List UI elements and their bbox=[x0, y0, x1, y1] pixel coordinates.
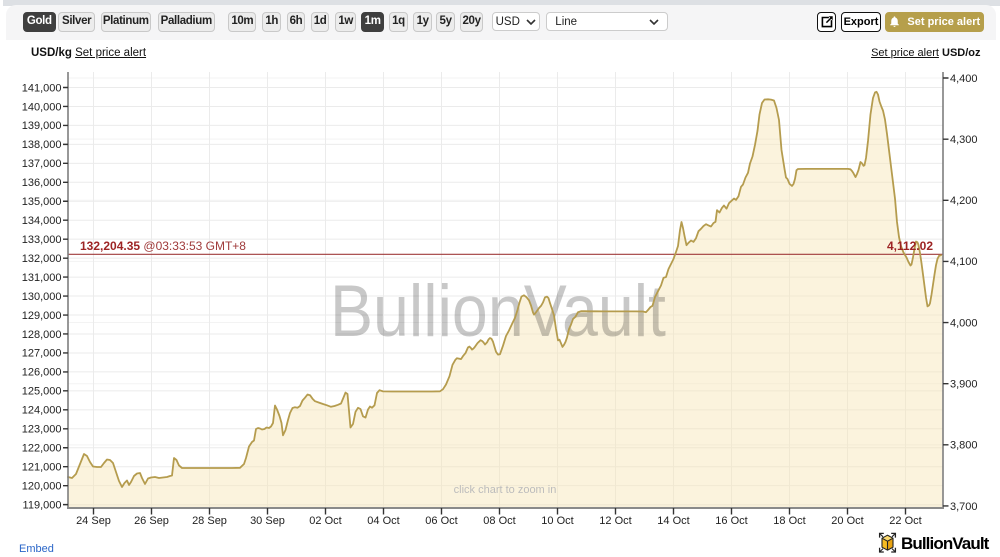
svg-text:123,000: 123,000 bbox=[22, 424, 62, 436]
svg-text:132,204.35 @03:33:53 GMT+8: 132,204.35 @03:33:53 GMT+8 bbox=[80, 239, 246, 253]
svg-text:128,000: 128,000 bbox=[22, 329, 62, 341]
svg-text:30 Sep: 30 Sep bbox=[250, 515, 285, 527]
svg-text:127,000: 127,000 bbox=[22, 348, 62, 360]
svg-text:02 Oct: 02 Oct bbox=[309, 515, 341, 527]
svg-text:22 Oct: 22 Oct bbox=[889, 515, 921, 527]
svg-text:14 Oct: 14 Oct bbox=[657, 515, 689, 527]
svg-text:138,000: 138,000 bbox=[22, 139, 62, 151]
svg-text:129,000: 129,000 bbox=[22, 310, 62, 322]
svg-text:119,000: 119,000 bbox=[23, 499, 62, 511]
svg-text:133,000: 133,000 bbox=[22, 234, 62, 246]
svg-text:4,000: 4,000 bbox=[950, 317, 978, 329]
svg-text:4,100: 4,100 bbox=[950, 256, 978, 268]
svg-text:126,000: 126,000 bbox=[22, 367, 62, 379]
svg-text:click chart to zoom in: click chart to zoom in bbox=[454, 484, 557, 496]
svg-text:3,800: 3,800 bbox=[950, 440, 978, 452]
svg-text:122,000: 122,000 bbox=[22, 443, 62, 455]
svg-text:131,000: 131,000 bbox=[22, 272, 62, 284]
svg-text:26 Sep: 26 Sep bbox=[134, 515, 169, 527]
svg-text:130,000: 130,000 bbox=[22, 291, 62, 303]
svg-text:125,000: 125,000 bbox=[22, 386, 62, 398]
svg-text:120,000: 120,000 bbox=[22, 480, 62, 492]
svg-text:10 Oct: 10 Oct bbox=[541, 515, 573, 527]
svg-text:18 Oct: 18 Oct bbox=[773, 515, 805, 527]
svg-text:20 Oct: 20 Oct bbox=[831, 515, 863, 527]
svg-text:12 Oct: 12 Oct bbox=[599, 515, 631, 527]
svg-text:4,200: 4,200 bbox=[950, 195, 978, 207]
svg-text:141,000: 141,000 bbox=[22, 82, 62, 94]
svg-text:4,300: 4,300 bbox=[950, 134, 978, 146]
svg-text:135,000: 135,000 bbox=[22, 196, 62, 208]
svg-text:3,900: 3,900 bbox=[950, 379, 978, 391]
svg-text:132,000: 132,000 bbox=[22, 253, 62, 265]
svg-text:06 Oct: 06 Oct bbox=[425, 515, 457, 527]
svg-text:08 Oct: 08 Oct bbox=[483, 515, 515, 527]
svg-text:24 Sep: 24 Sep bbox=[76, 515, 111, 527]
svg-text:121,000: 121,000 bbox=[22, 462, 62, 474]
svg-text:139,000: 139,000 bbox=[22, 120, 62, 132]
svg-text:16 Oct: 16 Oct bbox=[715, 515, 747, 527]
svg-text:4,400: 4,400 bbox=[950, 73, 978, 85]
svg-text:124,000: 124,000 bbox=[22, 405, 62, 417]
svg-text:140,000: 140,000 bbox=[22, 101, 62, 113]
svg-text:136,000: 136,000 bbox=[22, 177, 62, 189]
svg-text:137,000: 137,000 bbox=[22, 158, 62, 170]
svg-text:28 Sep: 28 Sep bbox=[192, 515, 227, 527]
svg-text:04 Oct: 04 Oct bbox=[367, 515, 399, 527]
svg-text:3,700: 3,700 bbox=[950, 501, 978, 513]
svg-text:4,112.02: 4,112.02 bbox=[887, 239, 933, 253]
svg-text:134,000: 134,000 bbox=[22, 215, 62, 227]
